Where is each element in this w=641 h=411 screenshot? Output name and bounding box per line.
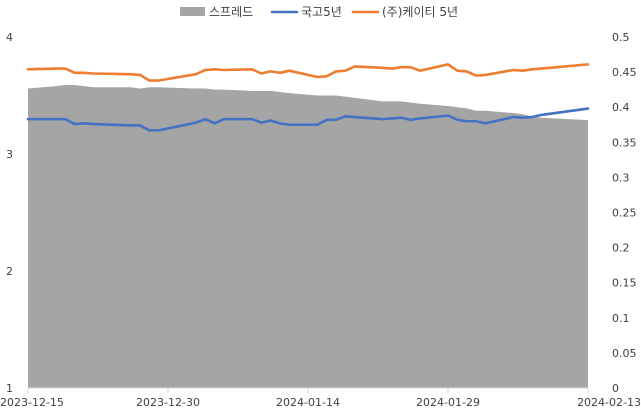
legend-swatch-spread [180, 7, 205, 16]
y-right-tick-label: 0 [612, 382, 619, 395]
x-tick-label: 2024-02-13 [577, 396, 641, 409]
legend: 스프레드 국고5년 (주)케이티 5년 [180, 5, 458, 19]
line-series-kt-5y [26, 63, 590, 82]
y-right-tick-label: 0.2 [612, 242, 630, 255]
plot-area [26, 63, 590, 388]
y-right-tick-label: 0.4 [612, 101, 630, 114]
x-tick-label: 2024-01-29 [416, 396, 480, 409]
x-tick-label: 2023-12-30 [136, 396, 200, 409]
y-left-tick-label: 3 [6, 148, 13, 161]
legend-label: 스프레드 [209, 5, 253, 19]
x-tick-label: 2024-01-14 [276, 396, 340, 409]
line-series-gov-bond-5y [26, 107, 590, 132]
y-right-tick-label: 0.3 [612, 171, 630, 184]
y-right-tick-label: 0.15 [612, 277, 637, 290]
y-right-tick-label: 0.35 [612, 136, 637, 149]
y-right-tick-label: 0.1 [612, 312, 630, 325]
y-right-tick-label: 0.45 [612, 66, 637, 79]
y-right-tick-label: 0.5 [612, 31, 630, 44]
y-right-tick-label: 0.05 [612, 347, 637, 360]
y-left-tick-label: 4 [6, 31, 13, 44]
legend-label: 국고5년 [301, 5, 342, 19]
axes: 2023-12-15 2023-12-30 2024-01-14 2024-01-29… [0, 31, 641, 409]
y-left-tick-label: 2 [6, 265, 13, 278]
y-right-tick-label: 0.25 [612, 207, 637, 220]
legend-label: (주)케이티 5년 [382, 5, 458, 19]
y-left-tick-label: 1 [6, 382, 13, 395]
area-series-spread [28, 84, 588, 388]
x-tick-label: 2023-12-15 [0, 396, 64, 409]
